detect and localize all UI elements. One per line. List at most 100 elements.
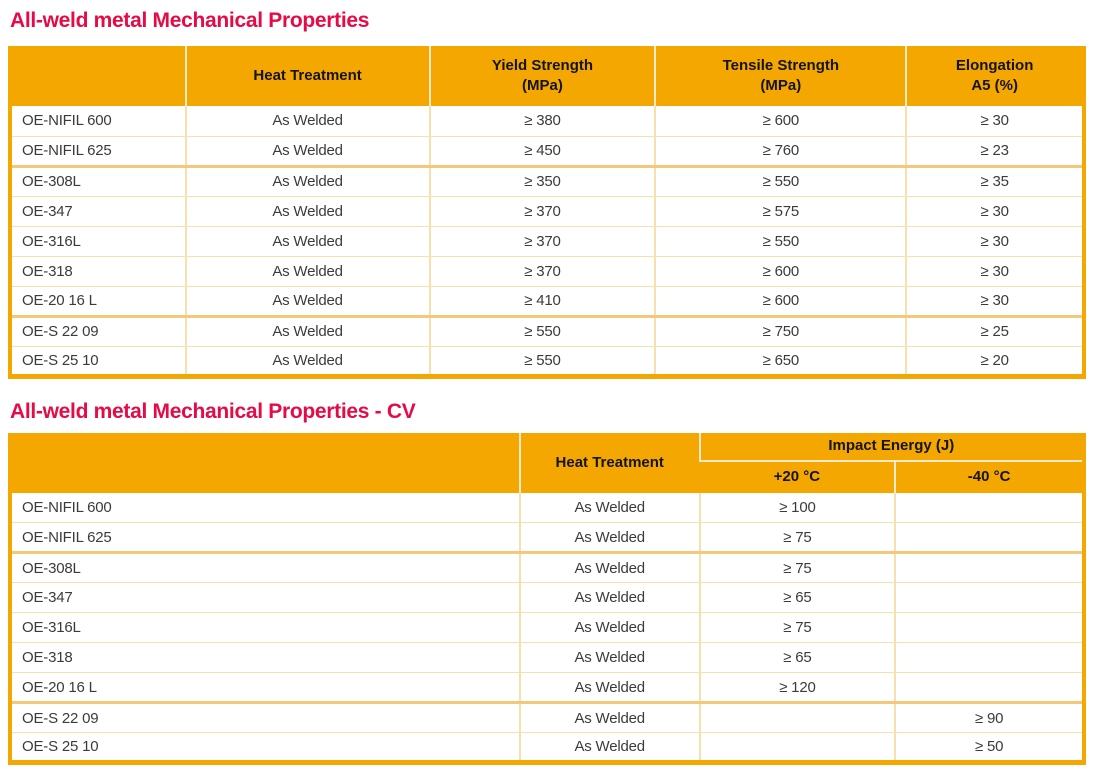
product-name: OE-318 — [10, 255, 186, 286]
table-row: OE-308L As Welded ≥ 75 — [10, 551, 1084, 583]
column-header-elongation: Elongation A5 (%) — [905, 46, 1084, 106]
product-name: OE-316L — [10, 612, 520, 643]
impact-energy-minus40-value: ≥ 50 — [894, 732, 1084, 763]
column-header-product — [10, 432, 520, 493]
yield-strength-value: ≥ 380 — [428, 106, 656, 136]
product-name: OE-S 22 09 — [10, 314, 186, 346]
yield-strength-value: ≥ 410 — [428, 285, 656, 316]
impact-energy-minus40-value — [894, 522, 1084, 553]
table-row: OE-NIFIL 625 As Welded ≥ 450 ≥ 760 ≥ 23 — [10, 135, 1084, 166]
yield-strength-value: ≥ 550 — [428, 314, 656, 346]
impact-energy-plus20-value: ≥ 65 — [698, 642, 896, 673]
product-name: OE-316L — [10, 225, 186, 256]
heat-treatment-value: As Welded — [518, 551, 700, 583]
mechanical-properties-table: Heat Treatment Yield Strength (MPa) Tens… — [8, 46, 1086, 379]
product-name: OE-NIFIL 625 — [10, 135, 186, 166]
heat-treatment-value: As Welded — [184, 314, 430, 346]
datasheet-page: All-weld metal Mechanical Properties Hea… — [0, 9, 1094, 780]
product-name: OE-318 — [10, 642, 520, 673]
table-body: OE-NIFIL 600 As Welded ≥ 380 ≥ 600 ≥ 30 OE-NI… — [10, 106, 1084, 376]
section-title-mechanical-properties-cv: All-weld metal Mechanical Properties - C… — [10, 399, 416, 423]
heat-treatment-value: As Welded — [184, 106, 430, 136]
table-row: OE-316L As Welded ≥ 370 ≥ 550 ≥ 30 — [10, 225, 1084, 256]
table-row: OE-S 25 10 As Welded ≥ 550 ≥ 650 ≥ 20 — [10, 345, 1084, 376]
yield-strength-value: ≥ 550 — [428, 345, 656, 376]
product-name: OE-NIFIL 600 — [22, 112, 112, 130]
table-row: OE-NIFIL 600 As Welded ≥ 380 ≥ 600 ≥ 30 — [10, 106, 1084, 136]
product-name: OE-NIFIL 625 — [10, 522, 520, 553]
table-row: OE-308L As Welded ≥ 350 ≥ 550 ≥ 35 — [10, 164, 1084, 196]
heat-treatment-value: As Welded — [184, 345, 430, 376]
product-name: OE-347 — [10, 195, 186, 226]
table-row: OE-S 22 09 As Welded ≥ 550 ≥ 750 ≥ 25 — [10, 314, 1084, 346]
tensile-strength-value: ≥ 550 — [654, 225, 907, 256]
product-name: OE-NIFIL 600 — [22, 498, 112, 516]
heat-treatment-value: As Welded — [184, 195, 430, 226]
tensile-strength-value: ≥ 600 — [654, 106, 907, 136]
column-header-heat-treatment: Heat Treatment — [518, 432, 700, 493]
column-header-impact-energy: Impact Energy (J) — [698, 432, 1084, 462]
impact-energy-minus40-value — [894, 672, 1084, 703]
product-name: OE-S 22 09 — [10, 701, 520, 733]
heat-treatment-value: As Welded — [518, 732, 700, 763]
column-header-product — [10, 46, 186, 106]
elongation-value: ≥ 35 — [905, 164, 1084, 196]
table-row: OE-20 16 L As Welded ≥ 120 — [10, 672, 1084, 703]
tensile-strength-value: ≥ 600 — [654, 285, 907, 316]
heat-treatment-value: As Welded — [184, 135, 430, 166]
elongation-value: ≥ 20 — [905, 345, 1084, 376]
impact-energy-plus20-value: ≥ 100 — [698, 492, 896, 523]
heat-treatment-value: As Welded — [184, 255, 430, 286]
yield-strength-value: ≥ 350 — [428, 164, 656, 196]
product-name: OE-347 — [10, 582, 520, 613]
table-header: Heat Treatment Impact Energy (J) +20 °C … — [10, 432, 1084, 493]
impact-energy-minus40-value — [894, 612, 1084, 643]
column-header-heat-treatment: Heat Treatment — [184, 46, 430, 106]
impact-energy-plus20-value — [698, 732, 896, 763]
tensile-strength-value: ≥ 760 — [654, 135, 907, 166]
impact-energy-table: Heat Treatment Impact Energy (J) +20 °C … — [8, 432, 1086, 765]
table-row: OE-NIFIL 625 As Welded ≥ 75 — [10, 522, 1084, 553]
impact-energy-minus40-value — [894, 582, 1084, 613]
heat-treatment-value: As Welded — [184, 285, 430, 316]
column-header-tensile-strength: Tensile Strength (MPa) — [654, 46, 907, 106]
heat-treatment-value: As Welded — [518, 582, 700, 613]
tensile-strength-value: ≥ 650 — [654, 345, 907, 376]
elongation-value: ≥ 30 — [905, 255, 1084, 286]
product-name: OE-S 25 10 — [10, 345, 186, 376]
yield-strength-value: ≥ 370 — [428, 195, 656, 226]
heat-treatment-value: As Welded — [518, 612, 700, 643]
product-name: OE-308L — [10, 164, 186, 196]
elongation-value: ≥ 23 — [905, 135, 1084, 166]
column-header-plus-20c: +20 °C — [699, 460, 896, 493]
table-row: OE-316L As Welded ≥ 75 — [10, 612, 1084, 643]
heat-treatment-value: As Welded — [518, 672, 700, 703]
product-name: OE-308L — [10, 551, 520, 583]
impact-energy-minus40-value — [894, 551, 1084, 583]
table-row: OE-347 As Welded ≥ 370 ≥ 575 ≥ 30 — [10, 195, 1084, 226]
heat-treatment-value: As Welded — [184, 164, 430, 196]
heat-treatment-value: As Welded — [518, 492, 700, 523]
table-row: OE-347 As Welded ≥ 65 — [10, 582, 1084, 613]
yield-strength-value: ≥ 450 — [428, 135, 656, 166]
elongation-value: ≥ 30 — [905, 225, 1084, 256]
heat-treatment-value: As Welded — [518, 642, 700, 673]
yield-strength-value: ≥ 370 — [428, 225, 656, 256]
tensile-strength-value: ≥ 575 — [654, 195, 907, 226]
elongation-value: ≥ 30 — [905, 195, 1084, 226]
table-row: OE-S 25 10 As Welded ≥ 50 — [10, 732, 1084, 763]
column-header-yield-strength: Yield Strength (MPa) — [428, 46, 656, 106]
yield-strength-value: ≥ 370 — [428, 255, 656, 286]
elongation-value: ≥ 30 — [905, 285, 1084, 316]
impact-energy-plus20-value: ≥ 65 — [698, 582, 896, 613]
impact-energy-plus20-value: ≥ 75 — [698, 522, 896, 553]
impact-energy-plus20-value: ≥ 75 — [698, 612, 896, 643]
table-header: Heat Treatment Yield Strength (MPa) Tens… — [10, 46, 1084, 106]
impact-energy-minus40-value — [894, 492, 1084, 523]
product-name: OE-20 16 L — [10, 672, 520, 703]
tensile-strength-value: ≥ 750 — [654, 314, 907, 346]
table-body: OE-NIFIL 600 As Welded ≥ 100 OE-NIFIL 625 As… — [10, 492, 1084, 763]
heat-treatment-value: As Welded — [518, 522, 700, 553]
heat-treatment-value: As Welded — [184, 225, 430, 256]
tensile-strength-value: ≥ 550 — [654, 164, 907, 196]
